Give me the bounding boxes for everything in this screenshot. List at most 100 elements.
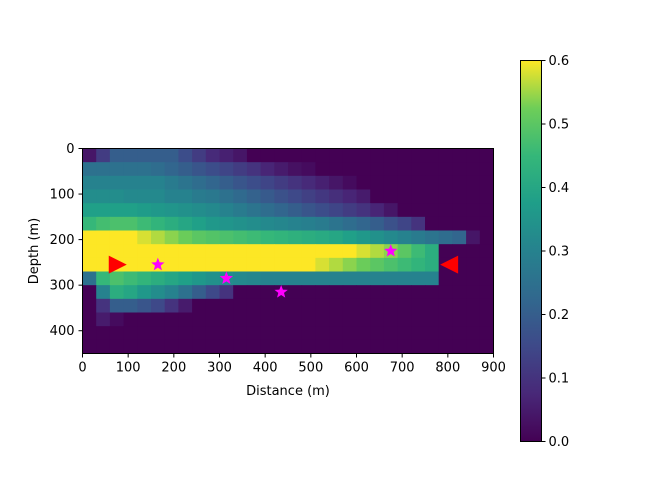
y-axis-label: Depth (m) — [27, 218, 42, 285]
heatmap-cell — [274, 216, 289, 231]
heatmap-cell — [452, 162, 467, 177]
heatmap-cell — [260, 203, 275, 218]
x-tick-label: 100 — [116, 361, 141, 376]
heatmap-cell — [178, 257, 193, 272]
heatmap-cell — [411, 285, 426, 300]
heatmap-cell — [205, 339, 220, 354]
star-marker — [151, 257, 165, 271]
heatmap-cell — [192, 326, 207, 341]
heatmap-cell — [219, 230, 234, 245]
heatmap-cell — [342, 230, 357, 245]
heatmap-cell — [466, 285, 481, 300]
heatmap-cell — [274, 312, 289, 327]
heatmap-cell — [329, 189, 344, 204]
heatmap-cell — [370, 148, 385, 163]
star-marker — [219, 271, 234, 284]
heatmap-cell — [123, 339, 138, 354]
heatmap-cell — [466, 271, 481, 286]
heatmap-cell — [411, 203, 426, 218]
heatmap-cell — [151, 339, 166, 354]
heatmap-cell — [192, 257, 207, 272]
heatmap-cell — [96, 312, 111, 327]
heatmap-cell — [329, 244, 344, 259]
heatmap-cell — [123, 312, 138, 327]
heatmap-cell — [356, 298, 371, 313]
heatmap-cell — [246, 175, 261, 190]
heatmap-cell — [164, 175, 179, 190]
heatmap-cell — [356, 271, 371, 286]
heatmap-cell — [192, 162, 207, 177]
heatmap-cell — [342, 339, 357, 354]
heatmap-cell — [260, 257, 275, 272]
heatmap-cell — [301, 312, 316, 327]
heatmap-cell — [479, 203, 494, 218]
heatmap-cell — [233, 162, 248, 177]
heatmap-cell — [425, 257, 440, 272]
heatmap-cell — [246, 244, 261, 259]
colorbar-tick-label: 0.3 — [549, 245, 570, 260]
heatmap-cell — [192, 339, 207, 354]
heatmap-cell — [452, 230, 467, 245]
heatmap-cell — [329, 175, 344, 190]
heatmap-cell — [123, 285, 138, 300]
heatmap-cell — [205, 203, 220, 218]
heatmap-cell — [288, 312, 303, 327]
heatmap-cell — [383, 271, 398, 286]
heatmap-cell — [123, 230, 138, 245]
heatmap-cell — [288, 189, 303, 204]
heatmap-cell — [260, 298, 275, 313]
heatmap-cell — [123, 175, 138, 190]
heatmap-cell — [397, 230, 412, 245]
heatmap-cell — [329, 148, 344, 163]
heatmap-cell — [233, 148, 248, 163]
heatmap-cell — [164, 203, 179, 218]
heatmap-cell — [151, 285, 166, 300]
heatmap-cell — [383, 230, 398, 245]
heatmap-cell — [82, 326, 97, 341]
heatmap-cell — [233, 339, 248, 354]
heatmap-cell — [288, 148, 303, 163]
heatmap-cell — [466, 203, 481, 218]
heatmap-cell — [425, 271, 440, 286]
heatmap-cell — [274, 298, 289, 313]
heatmap-cell — [178, 271, 193, 286]
heatmap-cell — [342, 298, 357, 313]
heatmap-cell — [109, 162, 124, 177]
heatmap-cell — [370, 285, 385, 300]
heatmap-cell — [192, 189, 207, 204]
heatmap-cell — [301, 162, 316, 177]
heatmap-cell — [315, 244, 330, 259]
heatmap-cell — [205, 312, 220, 327]
heatmap-cell — [219, 216, 234, 231]
heatmap-cell — [205, 271, 220, 286]
heatmap-cell — [178, 244, 193, 259]
x-tick-label: 600 — [344, 361, 369, 376]
heatmap-cell — [383, 216, 398, 231]
heatmap-cell — [342, 326, 357, 341]
heatmap-cell — [411, 339, 426, 354]
heatmap-cell — [301, 230, 316, 245]
x-axis-label: Distance (m) — [246, 384, 330, 399]
heatmap-cell — [425, 312, 440, 327]
heatmap-cell — [315, 216, 330, 231]
heatmap-cell — [123, 148, 138, 163]
heatmap-cell — [109, 148, 124, 163]
heatmap-cell — [96, 162, 111, 177]
heatmap-cell — [151, 298, 166, 313]
heatmap-cell — [438, 271, 453, 286]
heatmap-cell — [329, 230, 344, 245]
heatmap-cell — [438, 175, 453, 190]
heatmap-cell — [301, 203, 316, 218]
heatmap-cell — [82, 339, 97, 354]
heatmap-cell — [137, 298, 152, 313]
star-marker — [274, 285, 288, 298]
heatmap-cell — [383, 189, 398, 204]
heatmap-cell — [288, 216, 303, 231]
heatmap-cell — [219, 257, 234, 272]
heatmap-cell — [178, 216, 193, 231]
heatmap-cell — [438, 326, 453, 341]
heatmap-cell — [151, 216, 166, 231]
heatmap-cell — [123, 162, 138, 177]
colorbar-tick-label: 0.4 — [549, 181, 570, 196]
heatmap-cell — [82, 285, 97, 300]
